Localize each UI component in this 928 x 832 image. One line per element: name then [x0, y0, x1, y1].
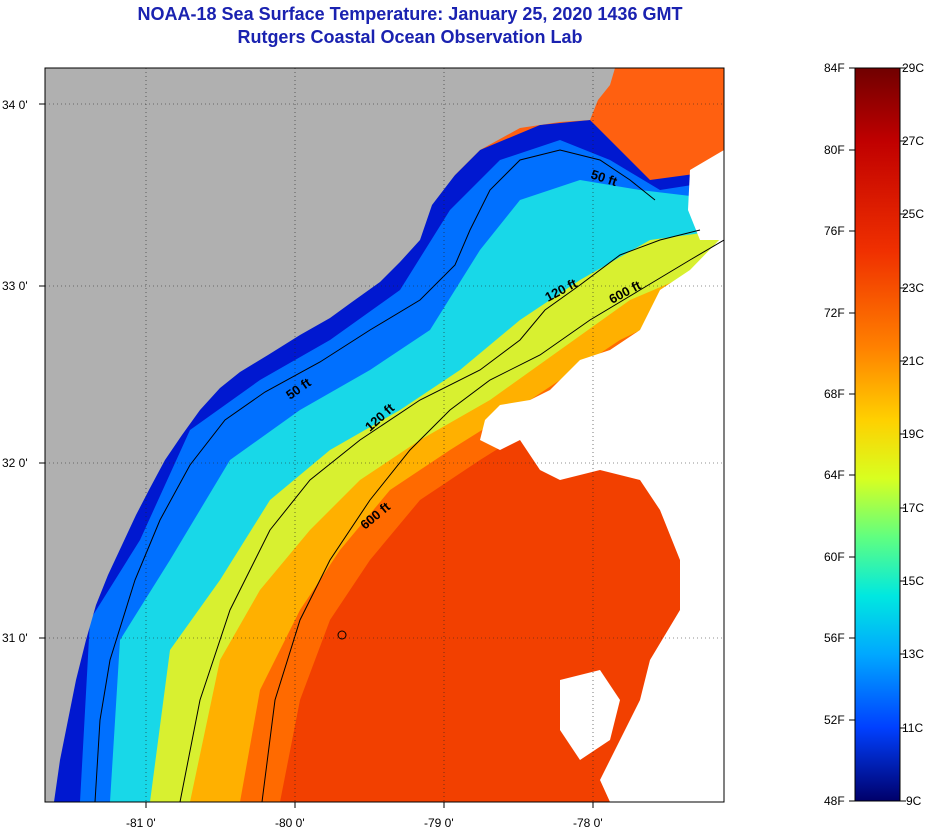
- lon-label-81: -81 0': [126, 816, 156, 830]
- colorbar-c-23: 23C: [902, 281, 925, 295]
- colorbar-f-64: 64F: [824, 468, 845, 482]
- lon-label-79: -79 0': [424, 816, 454, 830]
- contour-50ft: [94, 149, 656, 802]
- colorbar-c-9: 9C: [906, 794, 922, 808]
- map-subtitle: Rutgers Coastal Ocean Observation Lab: [237, 27, 583, 47]
- lon-label-78: -78 0': [573, 816, 603, 830]
- colorbar-f-72: 72F: [824, 306, 845, 320]
- colorbar-c-15: 15C: [902, 574, 925, 588]
- colorbar-f-68: 68F: [824, 387, 845, 401]
- colorbar-c-17: 17C: [902, 501, 925, 515]
- colorbar-c-29: 29C: [902, 61, 925, 75]
- lat-label-33: 33 0': [2, 279, 28, 293]
- map-ticks: [39, 103, 594, 808]
- colorbar-f-52: 52F: [824, 713, 845, 727]
- colorbar-f-80: 80F: [824, 143, 845, 157]
- colorbar-c-21: 21C: [902, 354, 925, 368]
- colorbar-c-19: 19C: [902, 427, 925, 441]
- map-frame: [44, 67, 725, 803]
- colorbar-f-76: 76F: [824, 224, 845, 238]
- cloud-patch-north: [688, 150, 724, 240]
- colorbar-f-56: 56F: [824, 631, 845, 645]
- lat-label-32: 32 0': [2, 456, 28, 470]
- cloud-patch-south: [560, 670, 620, 760]
- colorbar-c-27: 27C: [902, 134, 925, 148]
- lat-label-34: 34 0': [2, 98, 28, 112]
- land-mass: [45, 68, 615, 802]
- contour-600ft: [261, 239, 724, 802]
- lon-label-80: -80 0': [275, 816, 305, 830]
- contour-eddy: [337, 630, 347, 640]
- cloud-mask-east: [480, 235, 724, 802]
- contour-120ft: [179, 229, 701, 802]
- colorbar-f-48: 48F: [824, 794, 845, 808]
- lat-label-31: 31 0': [2, 631, 28, 645]
- colorbar-ticks: [849, 67, 906, 802]
- colorbar-f-84: 84F: [824, 61, 845, 75]
- map-title: NOAA-18 Sea Surface Temperature: January…: [137, 4, 683, 24]
- colorbar: [854, 67, 901, 802]
- colorbar-c-11: 11C: [902, 721, 924, 735]
- colorbar-c-25: 25C: [902, 207, 925, 221]
- colorbar-f-60: 60F: [824, 550, 845, 564]
- colorbar-c-13: 13C: [902, 647, 925, 661]
